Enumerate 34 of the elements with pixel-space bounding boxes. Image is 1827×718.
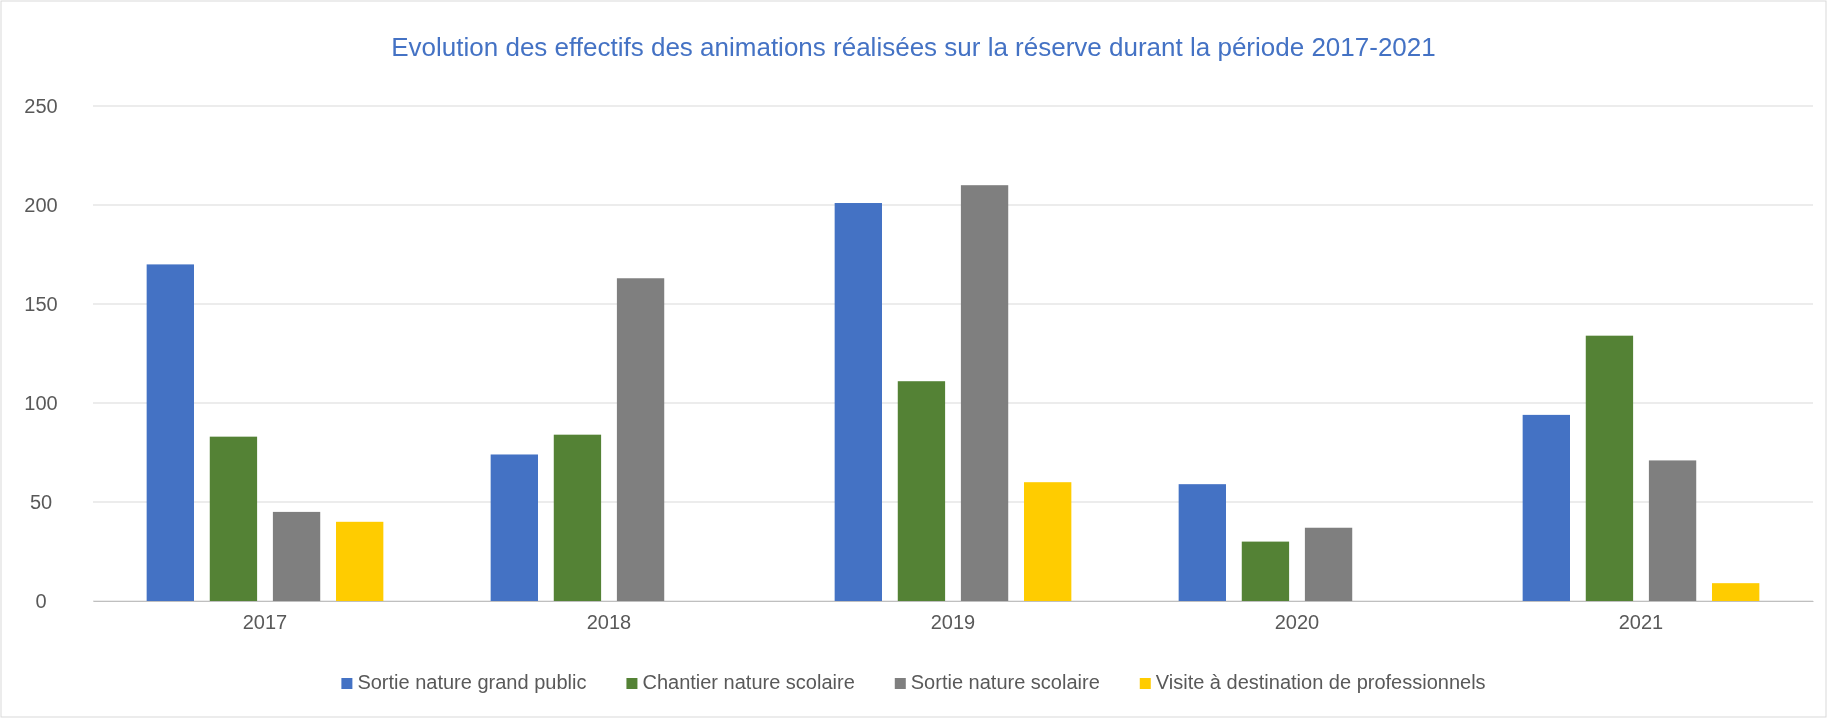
y-tick-label: 200 [24, 193, 58, 216]
bar [897, 381, 946, 601]
bar [1522, 414, 1570, 601]
y-tick-label: 50 [29, 490, 53, 513]
bar [1585, 335, 1634, 601]
legend-label: Sortie nature grand public [357, 671, 587, 693]
bar [336, 521, 384, 601]
chart-title: Evolution des effectifs des animations réalisées sur la réserve durant la période 2017-2021 [391, 32, 1436, 62]
bar [553, 434, 602, 601]
y-tick-label: 100 [24, 391, 58, 414]
legend-label: Sortie nature scolaire [910, 671, 1100, 693]
y-tick-label: 0 [35, 589, 47, 612]
legend-label: Visite à destination de professionnels [1155, 671, 1486, 693]
x-tick-label: 2017 [242, 611, 288, 634]
bar [272, 511, 321, 601]
bar [960, 185, 1009, 601]
y-tick-label: 250 [24, 94, 58, 117]
bar [1024, 482, 1072, 601]
legend-label: Chantier nature scolaire [642, 671, 855, 693]
x-tick-label: 2020 [1274, 611, 1320, 634]
bar [1241, 541, 1290, 601]
bar [146, 264, 194, 601]
bar [490, 454, 538, 601]
bar [1178, 484, 1226, 601]
bar [209, 436, 258, 601]
x-tick-label: 2019 [930, 611, 976, 634]
bar [834, 203, 882, 601]
bar [1304, 527, 1353, 601]
bar [1712, 583, 1760, 601]
bar [616, 278, 665, 601]
bar [1648, 460, 1697, 601]
y-tick-label: 150 [24, 292, 58, 315]
x-tick-label: 2018 [586, 611, 632, 634]
x-tick-label: 2021 [1618, 611, 1664, 634]
